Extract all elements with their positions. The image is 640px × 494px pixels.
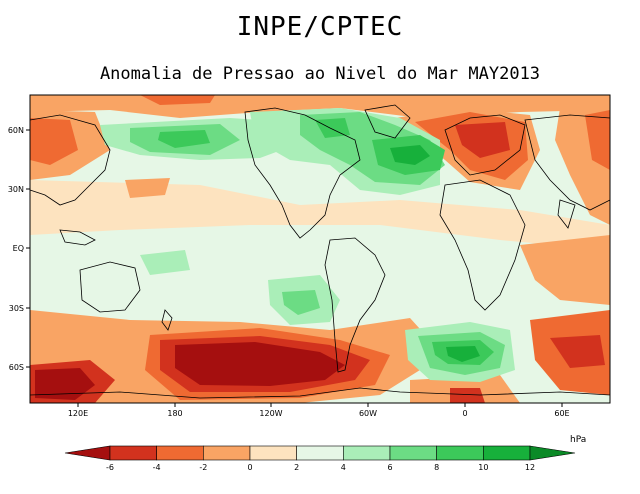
legend-swatch-4 bbox=[249, 445, 297, 461]
coast-australia bbox=[79, 261, 141, 313]
anomaly-negative-east-asia-east-core bbox=[585, 110, 610, 170]
coast-maritime-continent bbox=[59, 229, 96, 246]
legend-tick-9: 12 bbox=[525, 463, 535, 472]
institution-title: INPE/CPTEC bbox=[236, 12, 404, 42]
legend-tick-2: -2 bbox=[199, 463, 207, 472]
legend-swatch-5 bbox=[296, 445, 344, 461]
coast-south-america bbox=[324, 237, 386, 373]
coast-new-zealand bbox=[161, 309, 173, 331]
lon-label-60w: 60W bbox=[359, 409, 377, 418]
coastlines bbox=[29, 104, 611, 399]
lat-label-30s: 30S bbox=[9, 304, 24, 313]
legend-tick-6: 6 bbox=[387, 463, 392, 472]
legend-swatch-1 bbox=[109, 445, 157, 461]
coast-europe bbox=[444, 114, 526, 176]
legend-tick-7: 8 bbox=[434, 463, 439, 472]
anomaly-negative-south-indian-core bbox=[550, 335, 605, 368]
color-legend: -6 -4 -2 0 2 4 6 8 10 12 bbox=[64, 445, 576, 472]
coast-asia-east bbox=[29, 114, 111, 206]
lon-label-180: 180 bbox=[167, 409, 182, 418]
legend-swatch-0 bbox=[64, 445, 111, 461]
anomaly-negative-indian-ocean bbox=[520, 235, 610, 305]
coast-india bbox=[557, 199, 576, 229]
lat-label-60s: 60S bbox=[9, 363, 24, 372]
anomaly-positive-tropical-patch bbox=[140, 250, 190, 275]
lon-label-0: 0 bbox=[462, 409, 467, 418]
legend-swatch-3 bbox=[203, 445, 251, 461]
lat-label-eq: EQ bbox=[13, 244, 24, 253]
anomaly-negative-south-atlantic-core bbox=[450, 388, 485, 403]
legend-tick-1: -4 bbox=[153, 463, 161, 472]
anomaly-positive-north-pacific-core bbox=[158, 130, 210, 148]
coast-asia-west bbox=[524, 114, 611, 211]
anomaly-positive-north-atlantic-core bbox=[390, 145, 430, 165]
legend-tick-0: -6 bbox=[106, 463, 114, 472]
lat-label-60n: 60N bbox=[8, 126, 24, 135]
legend-swatch-9 bbox=[483, 445, 531, 461]
anomaly-positive-south-pacific-core bbox=[282, 290, 320, 315]
legend-swatch-10 bbox=[529, 445, 576, 461]
anomaly-positive-south-atlantic-core bbox=[446, 346, 480, 362]
anomaly-negative-subtropics-north bbox=[30, 180, 610, 250]
anomaly-negative-south-pacific-core bbox=[175, 342, 345, 386]
anomaly-negative-north-pacific-core bbox=[140, 95, 215, 105]
lon-label-120w: 120W bbox=[259, 409, 282, 418]
lon-label-60e: 60E bbox=[554, 409, 569, 418]
coast-north-america bbox=[244, 107, 361, 239]
legend-swatch-8 bbox=[436, 445, 484, 461]
coast-antarctica bbox=[29, 387, 611, 399]
legend-tick-5: 4 bbox=[341, 463, 346, 472]
map-ticks bbox=[26, 129, 563, 407]
anomaly-negative-subtropics-spot bbox=[125, 178, 170, 198]
legend-swatch-6 bbox=[343, 445, 391, 461]
coast-greenland bbox=[364, 104, 411, 139]
coast-africa bbox=[439, 179, 526, 311]
anomaly-negative-west-pacific-core bbox=[30, 118, 78, 165]
map-frame bbox=[29, 94, 611, 404]
map-subtitle: Anomalia de Pressao ao Nivel do Mar MAY2… bbox=[99, 64, 541, 84]
map-panel bbox=[29, 94, 611, 404]
legend-swatch-2 bbox=[156, 445, 204, 461]
legend-unit: hPa bbox=[570, 435, 587, 445]
anomaly-negative-southwest-core bbox=[35, 368, 95, 400]
anomaly-negative-europe-core bbox=[455, 122, 510, 158]
lat-label-30n: 30N bbox=[8, 185, 24, 194]
legend-tick-8: 10 bbox=[478, 463, 488, 472]
lon-label-120e: 120E bbox=[68, 409, 88, 418]
legend-tick-4: 2 bbox=[294, 463, 299, 472]
legend-tick-3: 0 bbox=[247, 463, 252, 472]
legend-swatch-7 bbox=[389, 445, 437, 461]
